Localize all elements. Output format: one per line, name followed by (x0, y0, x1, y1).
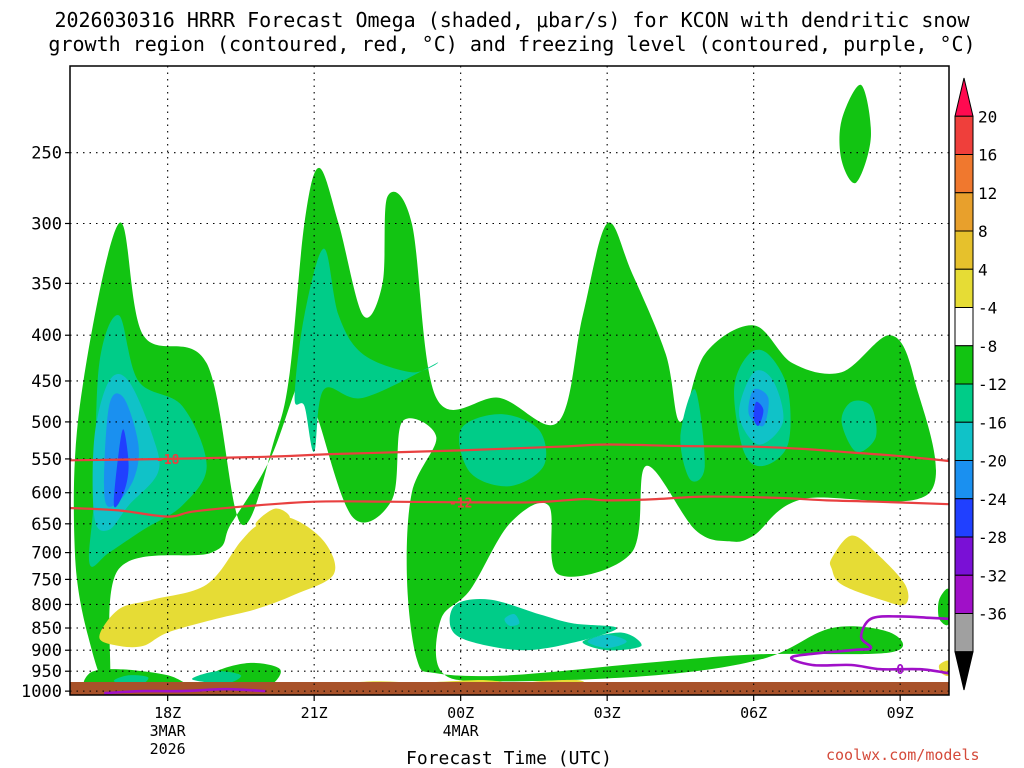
omega-region-22 (99, 516, 336, 648)
colorbar-bin-7 (954, 345, 974, 385)
omega-region-3 (938, 588, 949, 626)
x-tick-sublabel-00Z: 4MAR (443, 722, 480, 740)
contour-lines: -18 -12 0 (70, 443, 949, 695)
y-tick-label-800: 800 (31, 595, 62, 615)
colorbar-label-0: 20 (978, 107, 997, 126)
x-tick-sublabel2-18Z: 2026 (150, 740, 186, 758)
x-tick-label-18Z: 18Z (154, 704, 181, 722)
colorbar-bin-0 (954, 77, 974, 117)
colorbar-label-10: -24 (978, 490, 1007, 509)
omega-region-26 (829, 535, 909, 606)
omega-region-11 (841, 400, 877, 453)
colorbar-bin-4 (954, 230, 974, 270)
y-tick-label-550: 550 (31, 450, 62, 470)
y-axis: 2503003504004505005506006507007508008509… (21, 144, 70, 702)
omega-region-13 (191, 671, 242, 684)
omega-region-6 (449, 599, 617, 651)
y-tick-label-750: 750 (31, 570, 62, 590)
colorbar-label-6: -8 (978, 337, 997, 356)
colorbar-bin-1 (954, 115, 974, 155)
colorbar-label-12: -32 (978, 566, 1007, 585)
colorbar-bin-9 (954, 421, 974, 461)
chart-title-line-2: growth region (contoured, red, °C) and f… (48, 32, 976, 56)
omega-region-16 (587, 634, 627, 648)
colorbar-label-8: -16 (978, 413, 1007, 432)
omega-region-21 (753, 401, 764, 427)
colorbar-label-3: 8 (978, 222, 988, 241)
y-tick-label-500: 500 (31, 413, 62, 433)
x-tick-label-21Z: 21Z (301, 704, 328, 722)
colorbar-bin-2 (954, 154, 974, 194)
freezing-contour-0 (789, 615, 949, 675)
y-tick-label-900: 900 (31, 641, 62, 661)
y-tick-label-950: 950 (31, 662, 62, 682)
colorbar-label-5: -4 (978, 299, 997, 318)
omega-region-10 (680, 389, 705, 482)
colorbar: 20 16 12 8 4 -4 -8 -12 -16 -20 -24 -28 -32 -36 (954, 77, 1007, 691)
colorbar-bin-3 (954, 192, 974, 232)
colorbar-bin-6 (954, 307, 974, 347)
colorbar-bin-8 (954, 383, 974, 423)
colorbar-bin-15 (954, 651, 974, 691)
y-tick-label-600: 600 (31, 484, 62, 504)
y-tick-label-300: 300 (31, 214, 62, 234)
y-tick-label-450: 450 (31, 372, 62, 392)
freezing-contour-label-0: 0 (896, 663, 904, 678)
x-tick-sublabel-18Z: 3MAR (150, 722, 187, 740)
grid-lines (70, 66, 949, 695)
colorbar-label-9: -20 (978, 452, 1007, 471)
x-tick-label-06Z: 06Z (740, 704, 767, 722)
colorbar-bin-12 (954, 536, 974, 576)
ground-surface (70, 682, 949, 695)
dgz-contour-label-1: -12 (449, 496, 472, 511)
colorbar-label-7: -12 (978, 375, 1007, 394)
omega-region-2 (839, 84, 871, 184)
dgz-contour-0 (70, 443, 949, 463)
x-tick-label-09Z: 09Z (887, 704, 914, 722)
omega-region-23 (255, 508, 290, 530)
y-tick-label-350: 350 (31, 274, 62, 294)
colorbar-bin-11 (954, 498, 974, 538)
y-tick-label-850: 850 (31, 619, 62, 639)
omega-region-17 (504, 613, 520, 626)
y-tick-label-1000: 1000 (21, 682, 62, 702)
colorbar-bin-13 (954, 574, 974, 614)
colorbar-label-1: 16 (978, 146, 997, 165)
x-axis-label: Forecast Time (UTC) (406, 748, 612, 768)
colorbar-bin-5 (954, 268, 974, 308)
colorbar-label-13: -36 (978, 605, 1007, 624)
y-tick-label-700: 700 (31, 544, 62, 564)
watermark-text: coolwx.com/models (826, 746, 980, 764)
dgz-contour-1 (70, 495, 949, 518)
colorbar-label-11: -28 (978, 528, 1007, 547)
colorbar-bin-14 (954, 613, 974, 653)
colorbar-bin-10 (954, 460, 974, 500)
x-tick-label-00Z: 00Z (447, 704, 474, 722)
omega-region-8 (459, 414, 547, 487)
omega-region-5 (294, 248, 439, 452)
freezing-contour-1 (104, 687, 266, 695)
omega-region-20 (113, 429, 129, 508)
y-tick-label-250: 250 (31, 144, 62, 164)
colorbar-label-4: 4 (978, 260, 988, 279)
y-tick-label-650: 650 (31, 515, 62, 535)
x-tick-label-03Z: 03Z (594, 704, 621, 722)
chart-title-line-1: 2026030316 HRRR Forecast Omega (shaded, … (54, 8, 970, 32)
y-tick-label-400: 400 (31, 326, 62, 346)
colorbar-label-2: 12 (978, 184, 997, 203)
dgz-contour-label-0: -18 (156, 453, 180, 468)
